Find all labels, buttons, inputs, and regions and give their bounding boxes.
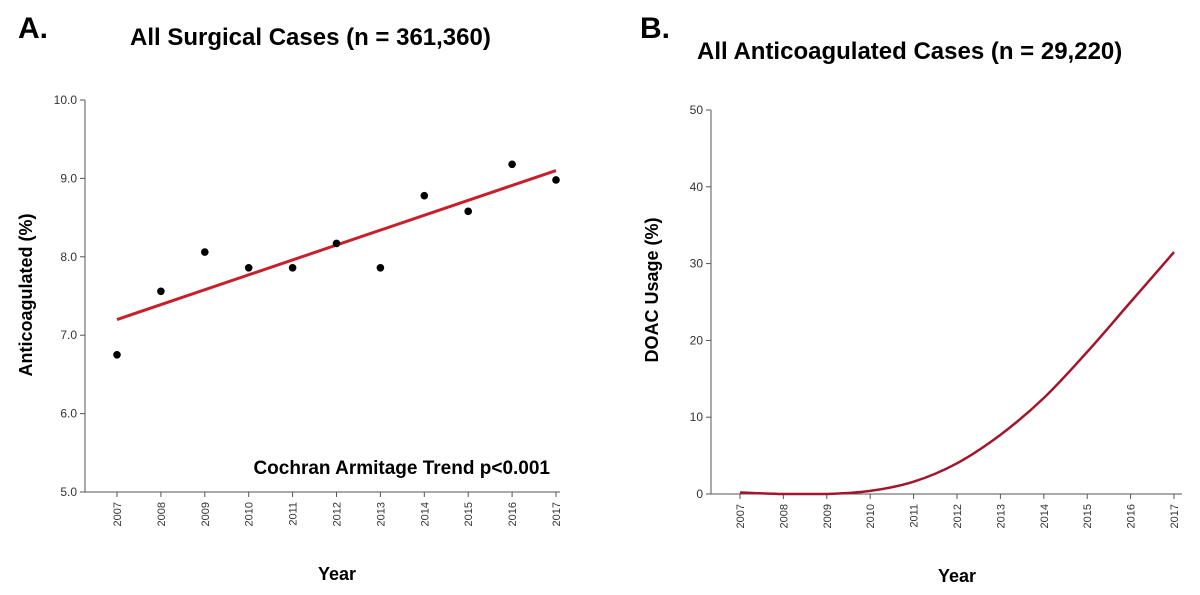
y-tick-label: 10.0 <box>54 93 78 107</box>
y-tick-label: 50 <box>690 103 704 117</box>
x-axis-label: Year <box>318 564 356 584</box>
data-point-2008 <box>157 287 165 296</box>
data-point-2010 <box>244 263 253 272</box>
x-tick-label: 2016 <box>1126 504 1138 528</box>
trend-annotation: Cochran Armitage Trend p<0.001 <box>253 458 550 479</box>
x-tick-label: 2013 <box>995 504 1007 528</box>
y-axis-label: Anticoagulated (%) <box>16 213 36 376</box>
panel-b-label: B. <box>640 12 670 45</box>
x-tick-label: 2011 <box>288 502 300 526</box>
x-tick-label: 2009 <box>822 504 834 528</box>
y-tick-label: 7.0 <box>60 328 77 342</box>
x-axis-label: Year <box>938 566 976 586</box>
x-tick-label: 2015 <box>1082 504 1094 528</box>
y-tick-label: 8.0 <box>60 250 77 264</box>
x-tick-label: 2017 <box>1169 504 1181 528</box>
x-tick-label: 2009 <box>200 502 212 526</box>
y-tick-label: 30 <box>690 257 704 271</box>
data-point-2009 <box>201 248 209 256</box>
y-tick-label: 0 <box>696 487 703 501</box>
x-tick-label: 2017 <box>551 502 563 526</box>
x-tick-label: 2008 <box>156 502 168 526</box>
x-tick-label: 2011 <box>909 504 921 528</box>
x-tick-label: 2010 <box>244 502 256 526</box>
y-tick-label: 20 <box>690 333 704 347</box>
x-tick-label: 2008 <box>778 504 790 528</box>
doac-usage-line <box>739 251 1175 496</box>
panel-a-label: A. <box>18 12 48 45</box>
y-axis-label: DOAC Usage (%) <box>642 217 662 362</box>
x-tick-label: 2007 <box>735 504 747 528</box>
data-point-2012 <box>332 239 341 248</box>
y-tick-label: 9.0 <box>60 171 77 185</box>
data-point-2007 <box>113 351 121 359</box>
x-tick-label: 2013 <box>375 502 387 526</box>
data-point-2011 <box>288 263 297 272</box>
y-tick-label: 6.0 <box>60 407 77 421</box>
x-tick-label: 2014 <box>419 502 431 526</box>
y-tick-label: 5.0 <box>60 485 77 499</box>
chart-a-title: All Surgical Cases (n = 361,360) <box>130 24 491 51</box>
data-point-2016 <box>508 160 516 169</box>
data-point-2015 <box>464 207 473 216</box>
x-tick-label: 2015 <box>463 502 475 526</box>
data-point-2014 <box>420 191 429 200</box>
x-tick-label: 2014 <box>1039 504 1051 528</box>
x-tick-label: 2007 <box>112 502 124 526</box>
x-tick-label: 2016 <box>507 502 519 526</box>
data-point-2017 <box>552 176 560 184</box>
y-tick-label: 10 <box>690 410 704 424</box>
data-point-2013 <box>376 263 385 272</box>
y-tick-label: 40 <box>690 180 704 194</box>
chart-b-title: All Anticoagulated Cases (n = 29,220) <box>697 38 1123 65</box>
x-tick-label: 2010 <box>865 504 877 528</box>
x-tick-label: 2012 <box>332 502 344 526</box>
x-tick-label: 2012 <box>952 504 964 528</box>
